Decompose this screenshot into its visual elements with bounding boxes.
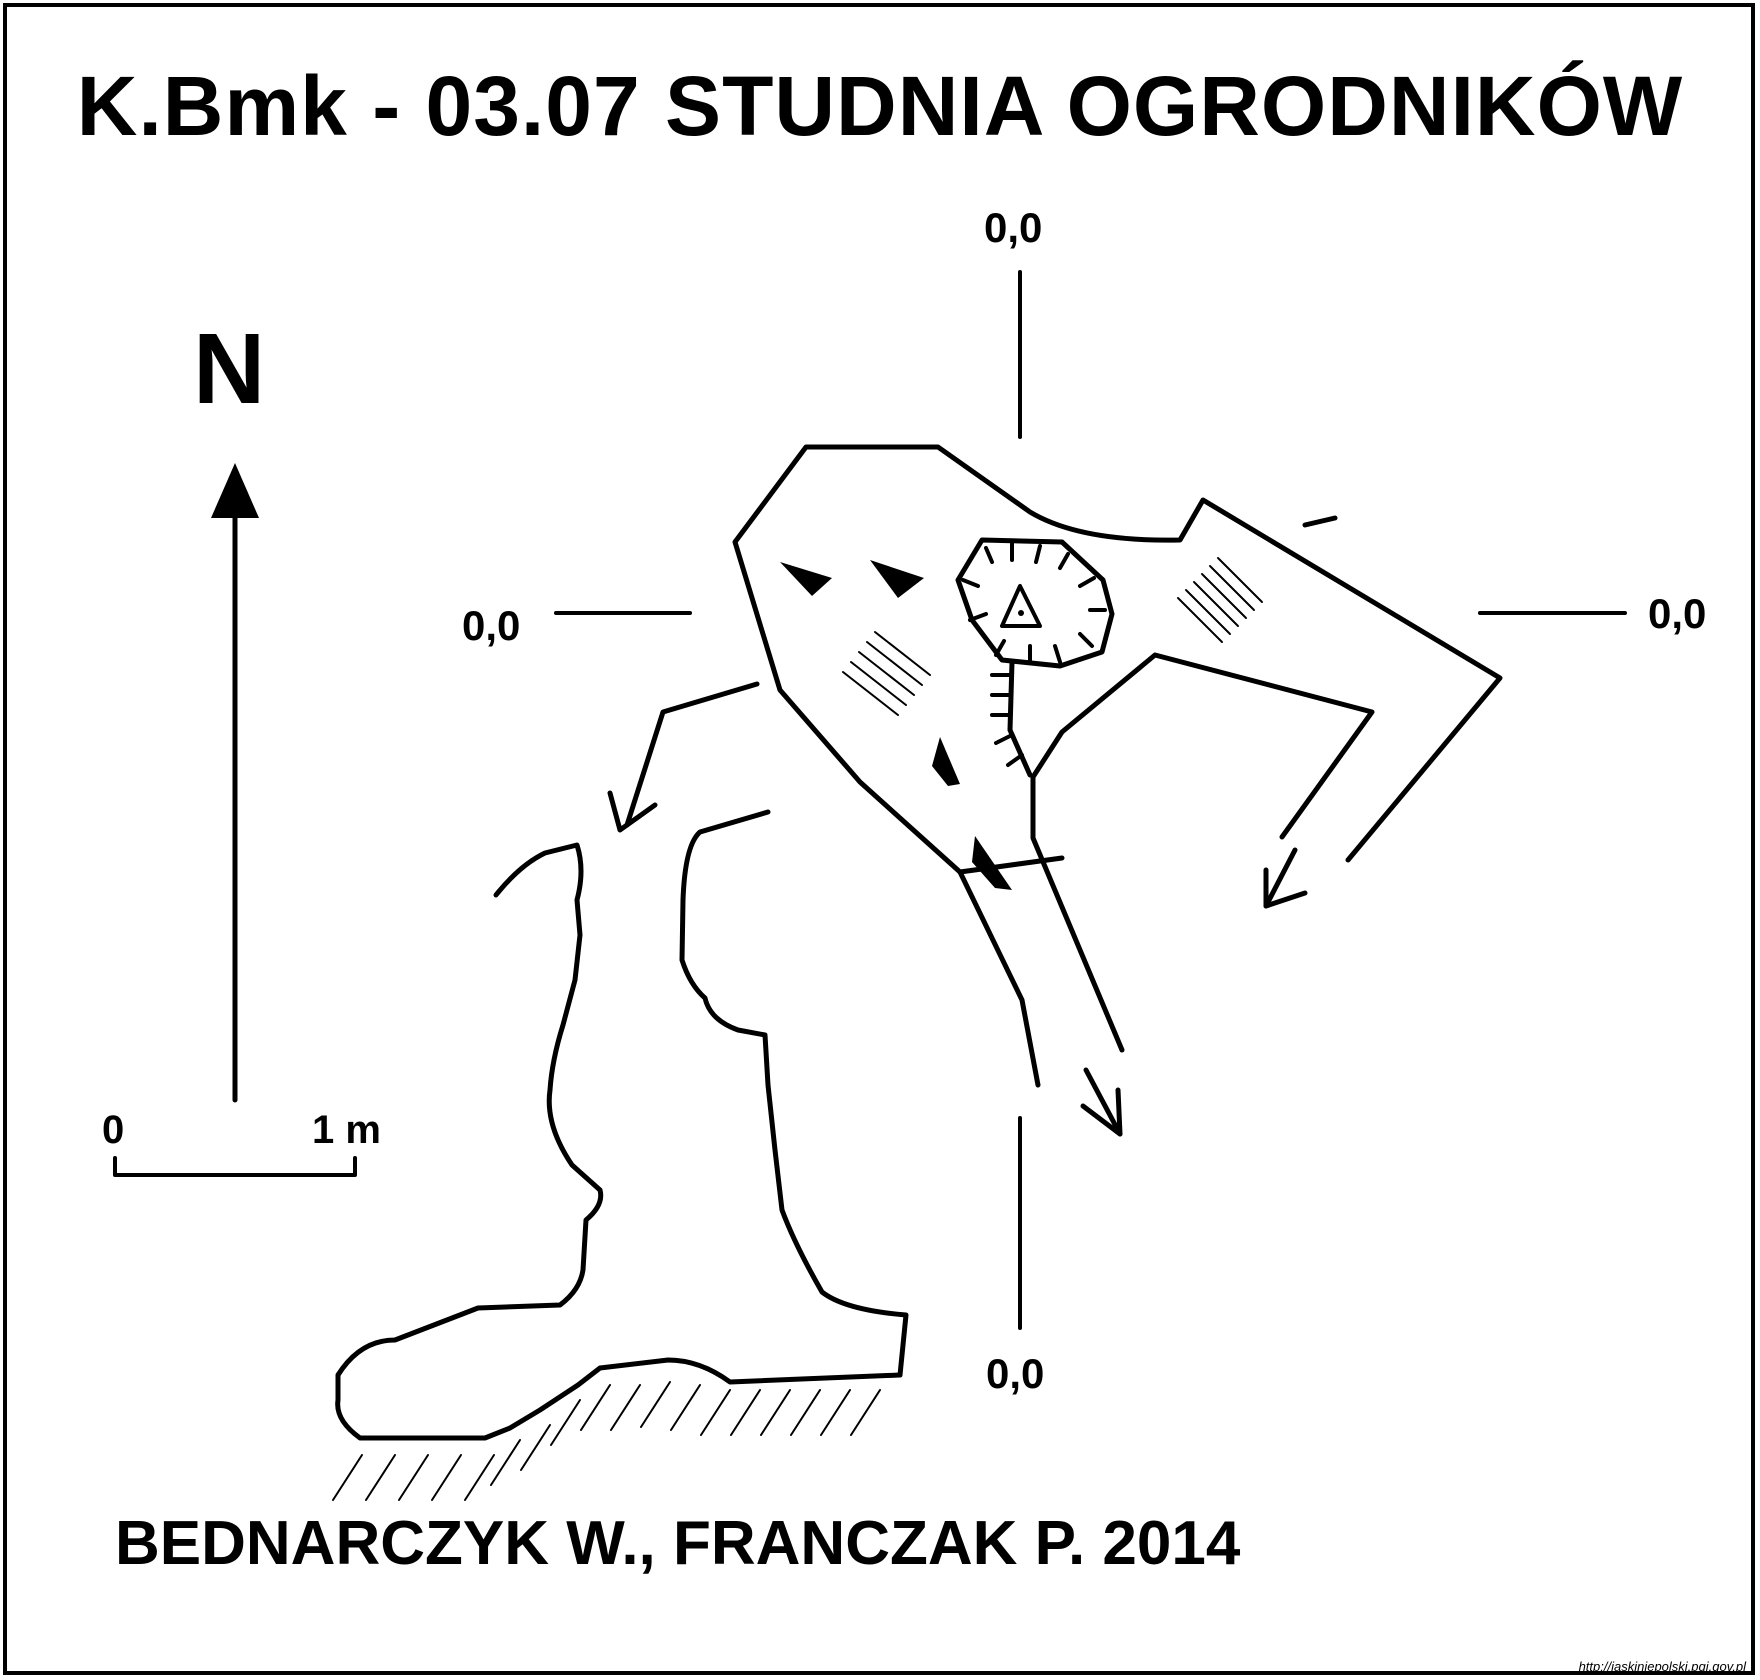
- survey-station-point: [1018, 610, 1024, 616]
- drop-leader-right: [1263, 847, 1298, 909]
- shaft-hachures: [961, 542, 1107, 664]
- drop-arrow-right: [1263, 867, 1308, 909]
- step-ticks: [990, 673, 1024, 767]
- scale-bar-start-label: 0: [102, 1108, 125, 1152]
- slope-hatching-right: [1177, 557, 1263, 643]
- coordinate-top: 0,0: [984, 204, 1043, 251]
- source-url-link[interactable]: http://jaskiniepolski.pgi.gov.pl: [1578, 1659, 1746, 1674]
- map-frame: [3, 3, 1755, 1675]
- step-edge: [1007, 659, 1033, 778]
- authors-credit: BEDNARCZYK W., FRANCZAK P. 2014: [115, 1509, 1241, 1578]
- slope-marker-2: [870, 560, 924, 598]
- slope-hatching-left: [842, 631, 931, 716]
- north-arrow: [211, 463, 259, 1103]
- drop-arrow-bottom: [1080, 1087, 1123, 1137]
- slope-marker-1: [780, 562, 832, 596]
- coordinate-right: 0,0: [1648, 590, 1707, 637]
- scale-bar-end-label: 1 m: [312, 1108, 381, 1152]
- shaft-passage-left-wall: [957, 869, 1041, 1088]
- coordinate-left: 0,0: [462, 602, 521, 649]
- scale-bar-line: [113, 1156, 357, 1177]
- slope-marker-3: [932, 737, 960, 786]
- slope-marker-4: [972, 836, 1012, 890]
- north-label: N: [193, 313, 266, 425]
- map-title: K.Bmk - 03.07 STUDNIA OGRODNIKÓW: [76, 59, 1684, 153]
- inner-passage-wall: [1030, 652, 1375, 1053]
- upper-chamber-outline: [732, 444, 1503, 875]
- coordinate-bottom: 0,0: [986, 1350, 1045, 1397]
- slope-markers: [780, 560, 1012, 890]
- wall-tick: [1302, 515, 1338, 528]
- survey-station-triangle: [1000, 584, 1042, 628]
- lower-passage-outline: [335, 809, 909, 1441]
- north-arrow-head: [211, 463, 259, 518]
- drop-leader-left: [624, 681, 760, 828]
- entrance-shaft-outline: [955, 537, 1115, 669]
- drop-arrow-left: [607, 790, 658, 833]
- drop-leader-bottom: [1083, 1067, 1123, 1137]
- floor-hatching: [332, 1381, 881, 1501]
